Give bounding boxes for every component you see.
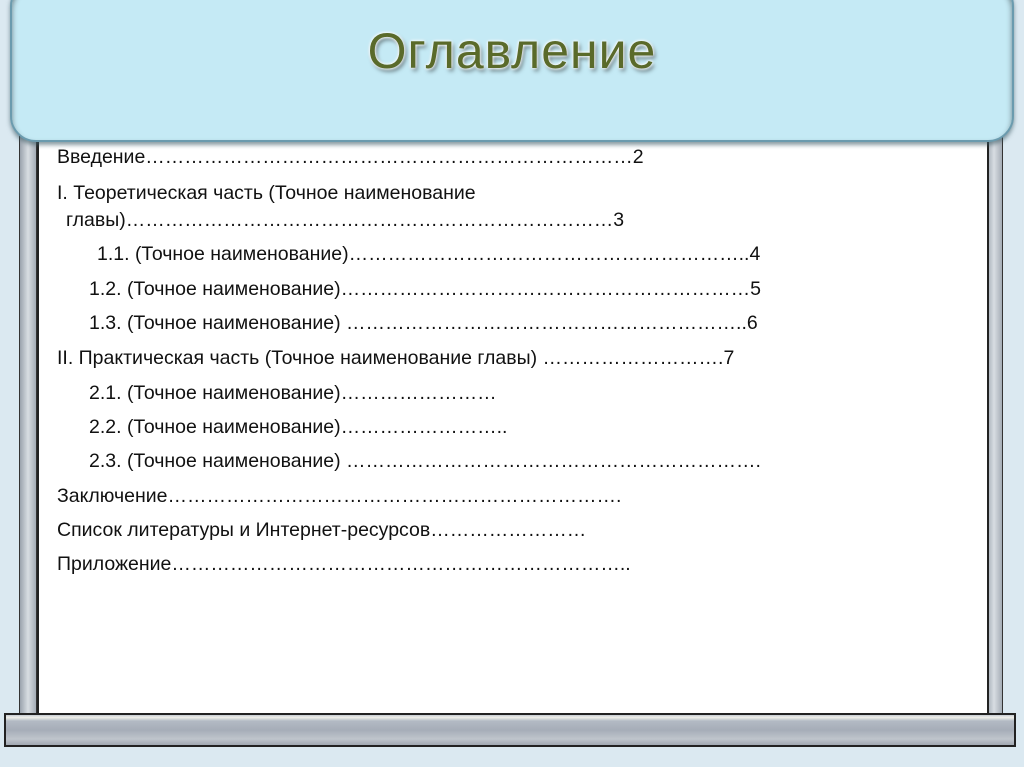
toc-item: 2.3. (Точное наименование) …………………………………… (89, 450, 761, 472)
toc-item: Приложение…………………………………………………………….. (57, 553, 631, 575)
toc-item: 1.1. (Точное наименование)……………………………………… (97, 243, 761, 265)
bottom-bar (4, 713, 1016, 747)
page-title: Оглавление (367, 23, 657, 79)
toc-item: 1.3. (Точное наименование) …………………………………… (89, 312, 758, 334)
toc-item: Список литературы и Интернет-ресурсов………… (57, 519, 587, 541)
toc-item: I. Теоретическая часть (Точное наименова… (57, 182, 476, 204)
toc-item: 2.1. (Точное наименование)…………………… (89, 382, 497, 404)
toc-item: Заключение……………………………………………………………. (57, 485, 622, 507)
toc-item: 1.2. (Точное наименование)……………………………………… (89, 278, 761, 300)
toc-item: II. Практическая часть (Точное наименова… (57, 347, 735, 369)
title-banner: Оглавление (10, 0, 1014, 142)
toc-item: 2.2. (Точное наименование)…………………….. (89, 416, 508, 438)
toc-item: главы)…………………………………………………………………3 (66, 209, 625, 231)
content-panel (37, 130, 989, 715)
toc-item: Введение…………………………………………………………………2 (57, 146, 644, 168)
left-rail (19, 120, 37, 722)
